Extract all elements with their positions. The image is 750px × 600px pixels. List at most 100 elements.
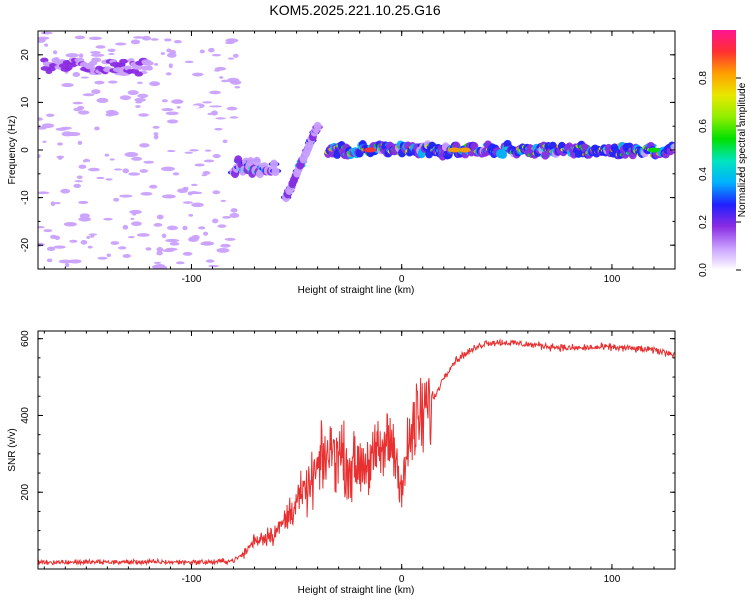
noise-speckle: [166, 119, 179, 124]
noise-speckle: [46, 251, 52, 255]
noise-speckle: [184, 60, 194, 64]
noise-speckle: [104, 153, 110, 157]
noise-speckle: [153, 261, 162, 264]
noise-speckle: [160, 52, 166, 55]
noise-speckle: [162, 139, 173, 144]
noise-speckle: [105, 178, 113, 181]
noise-speckle: [182, 201, 193, 204]
noise-speckle: [122, 168, 130, 174]
noise-speckle: [182, 225, 188, 231]
noise-speckle: [91, 89, 101, 95]
noise-speckle: [165, 238, 180, 243]
noise-speckle: [97, 256, 108, 260]
noise-speckle: [83, 161, 97, 166]
snr-x-tick-label: 100: [604, 574, 621, 585]
noise-speckle: [169, 241, 180, 246]
colorbar-tick-label: 0.2: [698, 215, 709, 229]
noise-speckle: [38, 242, 45, 247]
noise-speckle: [217, 187, 231, 192]
noise-speckle: [154, 62, 159, 66]
snr-y-tick-label: 400: [20, 407, 31, 424]
tone-segment-1-halo: [270, 159, 279, 169]
noise-speckle: [221, 79, 229, 83]
snr-y-tick-label: 600: [20, 330, 31, 347]
noise-speckle: [209, 90, 221, 95]
noise-speckle: [74, 180, 84, 183]
noise-speckle: [54, 201, 61, 205]
noise-speckle: [76, 175, 83, 179]
noise-speckle: [157, 172, 163, 176]
noise-speckle: [122, 224, 129, 230]
noise-speckle: [108, 53, 115, 56]
spectrogram-x-tick-label: -100: [181, 274, 201, 285]
noise-speckle: [145, 102, 159, 106]
noise-speckle: [221, 35, 230, 39]
noise-speckle: [86, 235, 91, 239]
snr-ylabel: SNR (v/v): [7, 428, 18, 471]
noise-speckle: [152, 125, 160, 129]
noise-speckle: [113, 168, 123, 171]
snr-y-tick-label: 200: [20, 483, 31, 500]
noise-speckle: [210, 110, 218, 116]
noise-speckle: [40, 31, 53, 35]
tone-segment-1-halo: [246, 156, 255, 166]
noise-band-high-freq: [72, 71, 81, 77]
noise-speckle: [184, 151, 194, 154]
colorbar: 0.0 0.2 0.4 0.6 0.8 Normalized spectral ampl…: [698, 30, 748, 277]
noise-band-high-freq: [119, 58, 128, 64]
noise-speckle: [88, 36, 102, 41]
noise-speckle: [152, 83, 160, 86]
noise-speckle: [44, 43, 49, 47]
noise-speckle: [63, 222, 77, 227]
noise-speckle: [58, 259, 73, 264]
noise-speckle: [202, 171, 211, 175]
noise-speckle: [38, 143, 43, 147]
noise-speckle: [162, 249, 175, 253]
noise-speckle: [212, 190, 221, 195]
noise-speckle: [94, 80, 105, 85]
noise-speckle: [134, 97, 147, 102]
noise-speckle: [74, 225, 83, 229]
noise-speckle: [165, 111, 179, 116]
noise-speckle: [150, 38, 159, 41]
noise-speckle: [209, 105, 223, 108]
noise-speckle: [161, 108, 174, 112]
noise-speckle: [229, 212, 240, 218]
tone-peak: [364, 147, 377, 153]
noise-speckle: [138, 113, 149, 117]
noise-band-high-freq: [91, 57, 102, 63]
noise-speckle: [38, 191, 50, 195]
noise-band-high-freq: [145, 65, 153, 71]
noise-speckle: [38, 154, 41, 159]
noise-speckle: [119, 194, 133, 198]
noise-speckle: [217, 224, 227, 228]
colorbar-tick-label: 0.0: [698, 263, 709, 277]
noise-speckle: [50, 234, 58, 240]
spectrogram-xlabel: Height of straight line (km): [298, 285, 415, 296]
noise-speckle: [214, 127, 223, 131]
spectrogram-x-tick-label: 0: [399, 274, 405, 285]
noise-speckle: [216, 247, 230, 253]
noise-speckle: [131, 221, 142, 227]
noise-speckle: [130, 217, 135, 220]
noise-speckle: [205, 259, 215, 263]
noise-speckle: [229, 116, 239, 119]
noise-speckle: [139, 143, 150, 148]
noise-speckle: [145, 247, 152, 251]
noise-speckle: [212, 153, 221, 159]
noise-speckle: [136, 233, 150, 237]
noise-speckle: [139, 169, 148, 173]
noise-speckle: [161, 194, 176, 199]
noise-speckle: [110, 241, 120, 245]
noise-speckle: [74, 35, 86, 40]
noise-speckle: [201, 174, 208, 177]
noise-speckle: [161, 233, 167, 239]
noise-speckle: [78, 200, 89, 205]
noise-speckle: [80, 76, 90, 79]
noise-speckle: [202, 101, 213, 104]
noise-speckle: [65, 53, 80, 58]
noise-speckle: [189, 140, 202, 143]
tone-peak: [647, 147, 660, 153]
noise-speckle: [114, 42, 127, 46]
